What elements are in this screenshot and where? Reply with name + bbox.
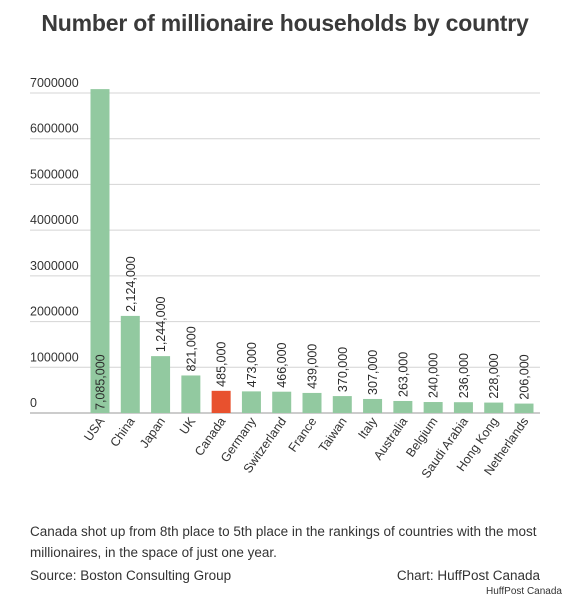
data-labels: 7,085,000 2,124,000 1,244,000 821,000 485,00… xyxy=(94,256,532,410)
bar-france xyxy=(302,392,322,413)
y-tick-label: 6000000 xyxy=(30,122,79,136)
bar-japan xyxy=(151,356,171,413)
bar-italy xyxy=(363,398,383,413)
x-tick-label: Taiwan xyxy=(316,415,350,455)
data-label: 439,000 xyxy=(306,344,320,389)
data-label: 2,124,000 xyxy=(124,256,138,312)
watermark: HuffPost Canada xyxy=(486,586,562,597)
y-tick-label: 1000000 xyxy=(30,350,79,364)
data-label: 236,000 xyxy=(457,353,471,398)
chart-source: Source: Boston Consulting Group xyxy=(30,568,232,583)
bar-belgium xyxy=(423,402,443,413)
data-label: 473,000 xyxy=(245,342,259,387)
bar-netherlands xyxy=(514,403,534,413)
bar-canada xyxy=(211,390,231,413)
data-label: 307,000 xyxy=(366,350,380,395)
data-label: 206,000 xyxy=(518,354,532,399)
grid-lines xyxy=(30,92,540,414)
y-tick-label: 5000000 xyxy=(30,167,79,181)
bar-taiwan xyxy=(332,396,352,413)
data-label: 370,000 xyxy=(336,347,350,392)
y-tick-label: 4000000 xyxy=(30,213,79,227)
bar-chart: 0 1000000 2000000 3000000 4000000 5000000 6000… xyxy=(30,76,540,481)
data-label: 821,000 xyxy=(184,326,198,371)
bar-china xyxy=(120,315,140,413)
data-label: 7,085,000 xyxy=(94,354,108,410)
y-tick-label: 0 xyxy=(30,396,37,410)
bar-uk xyxy=(181,375,201,413)
bars xyxy=(90,89,534,413)
bar-usa xyxy=(90,89,110,413)
x-tick-label: China xyxy=(108,415,138,450)
x-tick-label: France xyxy=(286,415,320,455)
data-label: 485,000 xyxy=(215,342,229,387)
data-label: 1,244,000 xyxy=(154,296,168,352)
bar-germany xyxy=(241,391,261,413)
bar-switzerland xyxy=(272,391,292,413)
chart-title: Number of millionaire households by coun… xyxy=(41,10,529,36)
y-tick-label: 2000000 xyxy=(30,305,79,319)
data-label: 228,000 xyxy=(487,353,501,398)
x-tick-label: Italy xyxy=(355,414,380,441)
data-label: 263,000 xyxy=(396,352,410,397)
bar-australia xyxy=(393,400,413,413)
x-axis-labels: USA China Japan UKCanadaGermanySwitzerlandF… xyxy=(81,414,531,481)
y-axis-ticks: 0 1000000 2000000 3000000 4000000 5000000 6000… xyxy=(30,76,79,410)
chart-credit: Chart: HuffPost Canada xyxy=(396,568,540,583)
data-label: 466,000 xyxy=(275,342,289,387)
y-tick-label: 3000000 xyxy=(30,259,79,273)
bar-hong-kong xyxy=(484,402,504,413)
data-label: 240,000 xyxy=(427,353,441,398)
x-tick-label: Japan xyxy=(137,415,168,451)
y-tick-label: 7000000 xyxy=(30,76,79,90)
x-tick-label: UK xyxy=(177,414,199,437)
chart-caption: Canada shot up from 8th place to 5th pla… xyxy=(30,524,537,560)
x-tick-label: USA xyxy=(81,414,108,444)
bar-saudi-arabia xyxy=(453,402,473,413)
